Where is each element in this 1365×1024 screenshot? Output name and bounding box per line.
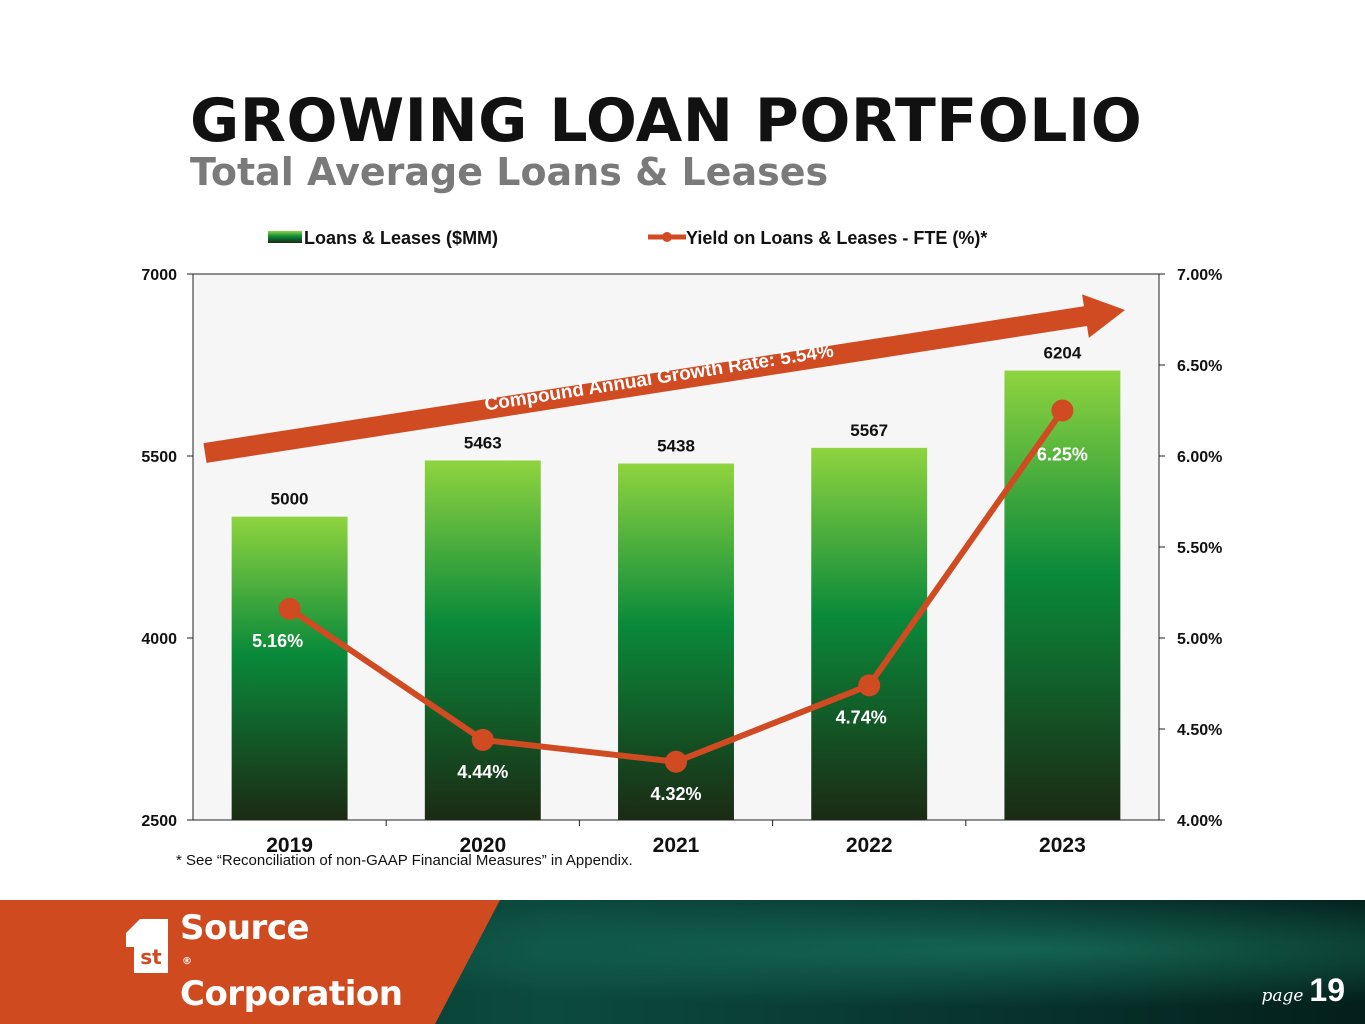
x-axis-tick-label: 2023 (1039, 834, 1086, 857)
yield-value-label: 5.16% (252, 631, 303, 651)
page-number: page 19 (1261, 972, 1345, 1009)
yield-point-2020 (471, 728, 494, 751)
bar-value-label: 6204 (1043, 344, 1081, 363)
right-axis-tick-label: 6.50% (1177, 358, 1222, 375)
footnote: * See “Reconciliation of non-GAAP Financ… (176, 852, 633, 869)
company-logo-mark: st (126, 919, 168, 973)
legend-swatch-marker (662, 232, 672, 242)
bar-2019 (231, 516, 348, 820)
yield-value-label: 4.44% (457, 762, 508, 782)
yield-value-label: 4.74% (836, 707, 887, 727)
page-title: GROWING LOAN PORTFOLIO (190, 86, 1143, 156)
growth-arrow-shape (203, 294, 1125, 463)
x-axis-tick-label: 2022 (846, 834, 893, 857)
page-number-value: 19 (1309, 972, 1345, 1008)
left-axis-tick-label: 7000 (141, 267, 177, 284)
company-logo: Source ® Corporation (180, 908, 403, 1014)
yield-value-label: 6.25% (1037, 445, 1088, 465)
x-axis-tick-label: 2019 (266, 834, 313, 857)
footer-banner (0, 900, 1365, 1024)
bar-value-label: 5463 (464, 433, 502, 452)
page-label: page (1261, 986, 1304, 1006)
yield-value-label: 4.32% (650, 784, 701, 804)
loans-chart: 2500 4000 5500 7000 4.00% 4.50% 5.00% 5.50% 6.0… (141, 228, 1222, 857)
page-subtitle: Total Average Loans & Leases (190, 150, 829, 194)
bar-2020 (424, 460, 541, 820)
chart-legend: Loans & Leases ($MM) Yield on Loans & Lea… (268, 228, 987, 248)
legend-swatch-bars (268, 231, 302, 243)
yield-point-2021 (665, 750, 687, 773)
yield-point-2022 (858, 674, 881, 697)
logo-line-2: Corporation (180, 974, 403, 1014)
footer-brand-band (0, 900, 500, 1024)
bar-value-label: 5438 (657, 437, 695, 456)
registered-mark: ® (182, 956, 192, 967)
bar-2023 (1004, 370, 1121, 820)
bar-2022 (811, 447, 928, 820)
left-axis-tick-label: 4000 (141, 631, 177, 648)
bar-value-label: 5567 (850, 421, 888, 440)
right-axis-tick-label: 4.00% (1177, 813, 1222, 830)
bar-value-label: 5000 (271, 490, 309, 509)
left-axis-tick-label: 2500 (141, 813, 177, 830)
yield-point-2019 (278, 597, 301, 620)
right-axis-tick-label: 7.00% (1177, 267, 1222, 284)
x-axis-tick-label: 2021 (653, 834, 700, 857)
logo-mark-text: st (140, 945, 162, 969)
x-axis-tick-label: 2020 (459, 834, 506, 857)
growth-arrow-body (203, 294, 1125, 463)
right-axis-tick-label: 4.50% (1177, 722, 1222, 739)
left-axis-tick-label: 5500 (141, 449, 177, 466)
legend-label-bars: Loans & Leases ($MM) (304, 228, 498, 248)
logo-line-1: Source (180, 908, 310, 948)
right-axis-tick-label: 5.00% (1177, 631, 1222, 648)
legend-label-line: Yield on Loans & Leases - FTE (%)* (686, 228, 987, 248)
yield-point-2023 (1051, 399, 1074, 422)
right-axis-tick-label: 6.00% (1177, 449, 1222, 466)
right-axis-tick-label: 5.50% (1177, 540, 1222, 557)
